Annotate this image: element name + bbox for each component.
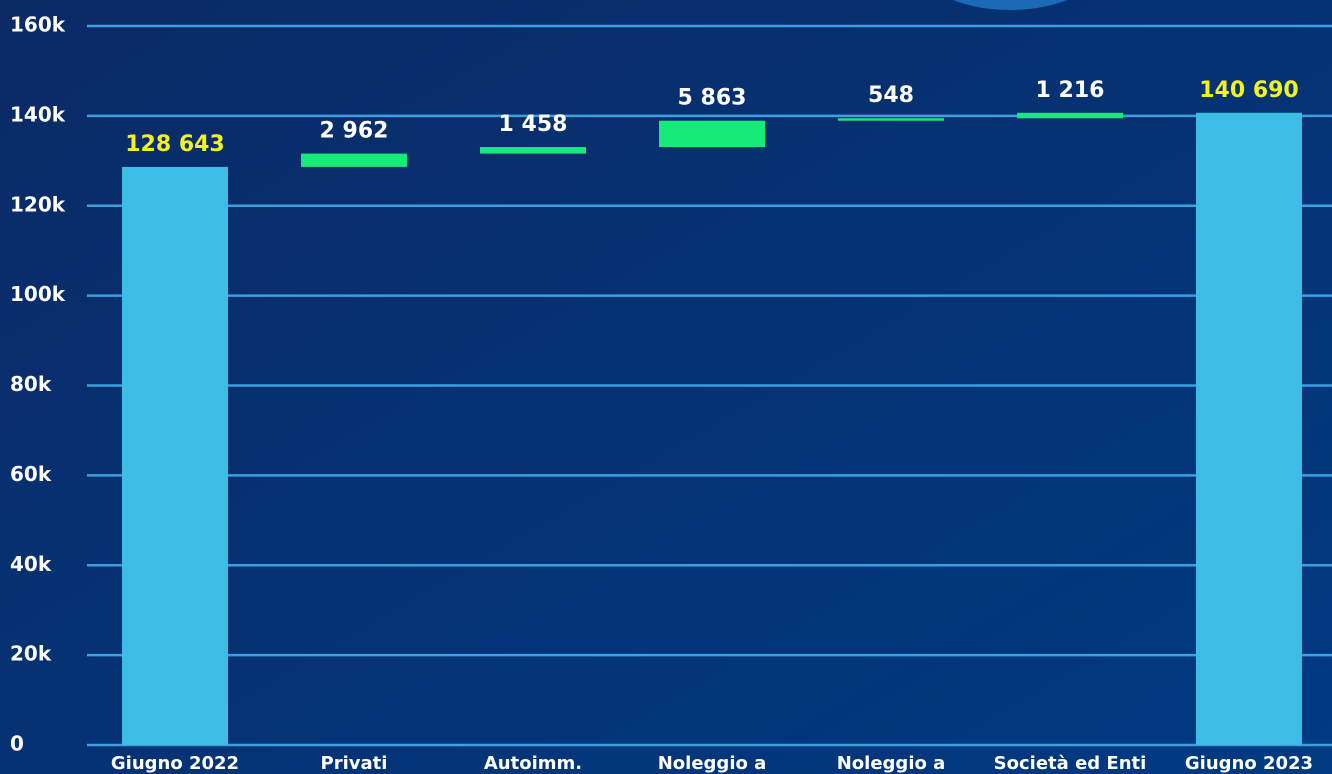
- bar: [122, 166, 228, 745]
- decoration: [953, 0, 1067, 10]
- x-tick-label: Giugno 2023: [1185, 753, 1313, 774]
- value-label: 2 962: [320, 119, 389, 144]
- y-tick-label: 0: [10, 732, 24, 756]
- x-tick-label: Noleggio a: [837, 753, 946, 774]
- value-label: 548: [868, 83, 914, 108]
- value-label: 128 643: [125, 132, 225, 157]
- bar: [1196, 112, 1302, 746]
- y-tick-label: 100k: [10, 282, 66, 306]
- value-label: 5 863: [678, 86, 747, 111]
- bar: [659, 120, 765, 148]
- value-label: 1 216: [1036, 78, 1105, 103]
- y-tick-label: 160k: [10, 13, 66, 37]
- y-tick-label: 20k: [10, 642, 52, 666]
- x-tick-label: Autoimm.: [484, 753, 582, 774]
- bar: [1017, 112, 1123, 119]
- y-tick-label: 120k: [10, 192, 66, 216]
- x-tick-label: Giugno 2022: [111, 753, 239, 774]
- x-tick-label: Società ed Enti: [994, 753, 1147, 774]
- x-tick-label: Noleggio a: [658, 753, 767, 774]
- bar: [480, 147, 586, 154]
- y-tick-label: 140k: [10, 102, 66, 126]
- value-label: 140 690: [1199, 78, 1299, 103]
- bar: [301, 153, 407, 167]
- bar: [838, 118, 944, 121]
- y-tick-label: 40k: [10, 552, 52, 576]
- y-tick-label: 60k: [10, 462, 52, 486]
- y-tick-label: 80k: [10, 372, 52, 396]
- value-label: 1 458: [499, 112, 568, 137]
- x-tick-label: Privati: [321, 753, 388, 774]
